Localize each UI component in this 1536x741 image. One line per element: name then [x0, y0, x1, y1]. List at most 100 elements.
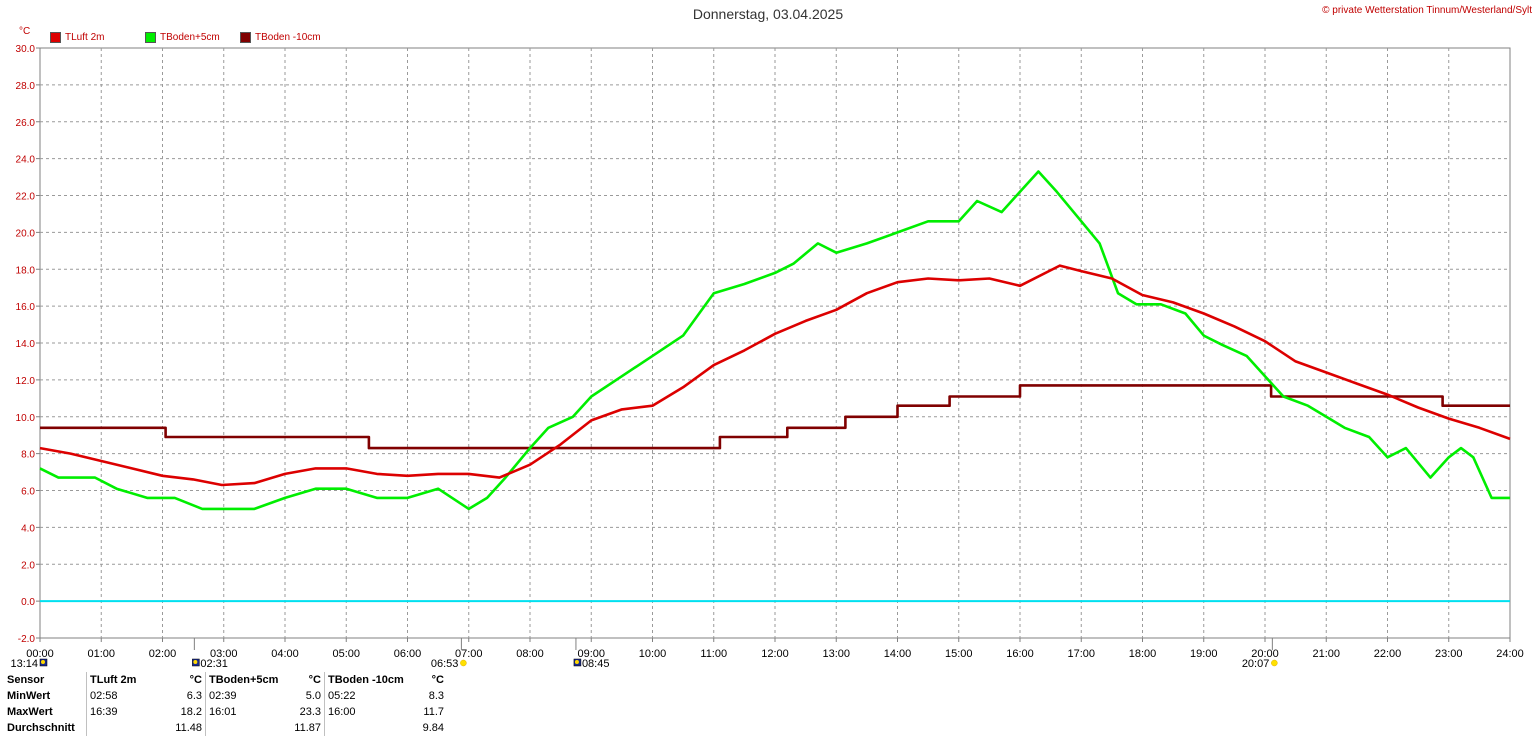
- y-tick-label: 26.0: [16, 118, 36, 129]
- y-tick-label: 2.0: [21, 560, 35, 571]
- stats-empty-cell: [86, 720, 169, 736]
- stats-col-name: TBoden -10cm: [324, 672, 411, 688]
- stats-min-value: 8.3: [428, 690, 444, 702]
- legend-swatch-tboden10: [240, 32, 251, 43]
- stats-unit: °C: [189, 674, 202, 686]
- statistics-table: Sensor TLuft 2m °C TBoden+5cm °C TBoden …: [4, 672, 447, 736]
- legend-item-tluft: TLuft 2m: [50, 32, 104, 43]
- y-tick-label: 18.0: [16, 265, 36, 276]
- time-marker-label: 20:07: [1242, 658, 1270, 670]
- x-tick-label: 17:00: [1067, 648, 1095, 660]
- stats-empty-cell: [324, 720, 411, 736]
- legend-swatch-tluft: [50, 32, 61, 43]
- y-tick-label: 24.0: [16, 155, 36, 166]
- stats-unit: °C: [431, 674, 444, 686]
- y-tick-label: 12.0: [16, 376, 36, 387]
- x-axis-ticks: 00:00 01:00 02:00 03:00 04:00 05:00 06:00 07:00…: [26, 648, 1524, 660]
- y-tick-label: 10.0: [16, 413, 36, 424]
- time-marker-label: 06:53: [431, 658, 459, 670]
- y-tick-label: 20.0: [16, 228, 36, 239]
- y-tick-label: 14.0: [16, 339, 36, 350]
- time-marker-label: 08:45: [582, 658, 610, 670]
- stats-max-row: MaxWert 16:39 18.2 16:01 23.3 16:00 11.7: [4, 704, 447, 720]
- y-tick-label: 16.0: [16, 302, 36, 313]
- y-tick-label: 30.0: [16, 44, 36, 55]
- x-tick-label: 23:00: [1435, 648, 1463, 660]
- stats-unit: °C: [308, 674, 321, 686]
- moonrise-icon-dot: [193, 660, 198, 664]
- stats-sensor-label: Sensor: [7, 674, 45, 686]
- x-tick-label: 08:00: [516, 648, 544, 660]
- stats-max-time: 16:01: [205, 704, 288, 720]
- x-tick-label: 12:00: [761, 648, 789, 660]
- x-tick-label: 19:00: [1190, 648, 1218, 660]
- stats-min-row: MinWert 02:58 6.3 02:39 5.0 05:22 8.3: [4, 688, 447, 704]
- y-tick-label: 6.0: [21, 487, 35, 498]
- chart-series-lines: [39, 170, 1511, 603]
- stats-min-value: 5.0: [305, 690, 321, 702]
- stats-avg-label: Durchschnitt: [7, 722, 75, 734]
- series-line-tboden5: [39, 170, 1510, 511]
- x-tick-label: 20:00: [1251, 648, 1279, 660]
- x-tick-label: 01:00: [87, 648, 115, 660]
- x-tick-label: 18:00: [1129, 648, 1157, 660]
- y-axis-ticks: -2.0 0.0 2.0 4.0 6.0 8.0 10.0 12.0 14.0 16.0 18.0 2…: [16, 44, 36, 645]
- stats-col-name: TLuft 2m: [86, 672, 169, 688]
- x-tick-label: 07:00: [455, 648, 483, 660]
- y-tick-label: 22.0: [16, 192, 36, 203]
- stats-max-value: 18.2: [180, 706, 202, 718]
- stats-header-row: Sensor TLuft 2m °C TBoden+5cm °C TBoden …: [4, 672, 447, 688]
- stats-min-label: MinWert: [7, 690, 51, 702]
- x-tick-label: 03:00: [210, 648, 238, 660]
- y-tick-label: 8.0: [21, 450, 35, 461]
- x-tick-label: 21:00: [1312, 648, 1340, 660]
- series-line-tluft: [39, 264, 1511, 487]
- y-tick-label: -2.0: [18, 634, 36, 645]
- x-tick-label: 02:00: [149, 648, 177, 660]
- y-tick-label: 28.0: [16, 81, 36, 92]
- legend-label-tboden5: TBoden+5cm: [160, 32, 220, 43]
- legend-item-tboden10: TBoden -10cm: [240, 32, 321, 43]
- y-unit-label: °C: [19, 26, 31, 37]
- stats-max-value: 23.3: [299, 706, 321, 718]
- time-markers: 13:14 02:31 06:53 08:45 20:07: [10, 638, 1278, 670]
- chart-title: Donnerstag, 03.04.2025: [692, 6, 844, 22]
- x-tick-label: 14:00: [884, 648, 912, 660]
- stats-avg-value: 11.48: [175, 722, 202, 734]
- legend-label-tluft: TLuft 2m: [65, 32, 105, 43]
- x-tick-label: 24:00: [1496, 648, 1524, 660]
- stats-min-time: 02:39: [205, 688, 288, 704]
- x-tick-label: 06:00: [394, 648, 422, 660]
- stats-max-label: MaxWert: [7, 706, 53, 718]
- copyright-label: © private Wetterstation Tinnum/Westerlan…: [1322, 5, 1532, 16]
- x-tick-label: 13:00: [822, 648, 850, 660]
- x-tick-label: 11:00: [700, 648, 727, 660]
- sunset-icon: [1271, 659, 1278, 667]
- x-tick-label: 09:00: [577, 648, 605, 660]
- x-tick-label: 15:00: [945, 648, 973, 660]
- y-tick-label: 0.0: [21, 597, 35, 608]
- legend-label-tboden10: TBoden -10cm: [255, 32, 321, 43]
- stats-min-value: 6.3: [186, 690, 202, 702]
- stats-max-time: 16:39: [86, 704, 169, 720]
- x-tick-label: 16:00: [1006, 648, 1034, 660]
- x-tick-label: 04:00: [271, 648, 299, 660]
- time-marker-label: 13:14: [10, 658, 38, 670]
- y-tick-label: 4.0: [21, 523, 35, 534]
- stats-avg-value: 9.84: [422, 722, 444, 734]
- x-tick-label: 05:00: [332, 648, 360, 660]
- stats-min-time: 05:22: [324, 688, 411, 704]
- time-marker-label: 02:31: [200, 658, 228, 670]
- stats-avg-row: Durchschnitt 11.48 11.87 9.84: [4, 720, 447, 736]
- legend-item-tboden5: TBoden+5cm: [145, 32, 220, 43]
- stats-col-name: TBoden+5cm: [205, 672, 288, 688]
- moonset-icon-dot: [574, 660, 579, 664]
- series-line-tboden10: [40, 384, 1510, 450]
- stats-max-value: 11.7: [423, 706, 444, 718]
- stats-avg-value: 11.87: [294, 722, 321, 734]
- stats-min-time: 02:58: [86, 688, 169, 704]
- x-tick-label: 22:00: [1374, 648, 1402, 660]
- chart-grid: [36, 47, 1511, 642]
- sunrise-icon: [460, 659, 467, 667]
